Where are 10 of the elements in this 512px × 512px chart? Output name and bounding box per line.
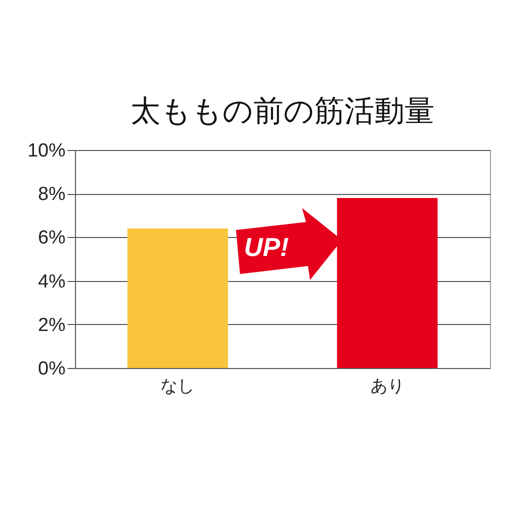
y-tick-label: 2% [38, 314, 66, 336]
y-tick-label: 0% [38, 358, 66, 380]
x-tick-label: なし [160, 376, 195, 396]
annotation: UP! [244, 232, 289, 263]
chart-title: 太ももの前の筋活動量 [130, 95, 434, 128]
y-tick-label: 4% [38, 271, 66, 292]
y-tick-label: 8% [38, 184, 66, 206]
x-tick-label: あり [370, 376, 404, 396]
y-tick-label: 6% [38, 228, 66, 249]
y-tick-label: 10% [27, 140, 66, 162]
